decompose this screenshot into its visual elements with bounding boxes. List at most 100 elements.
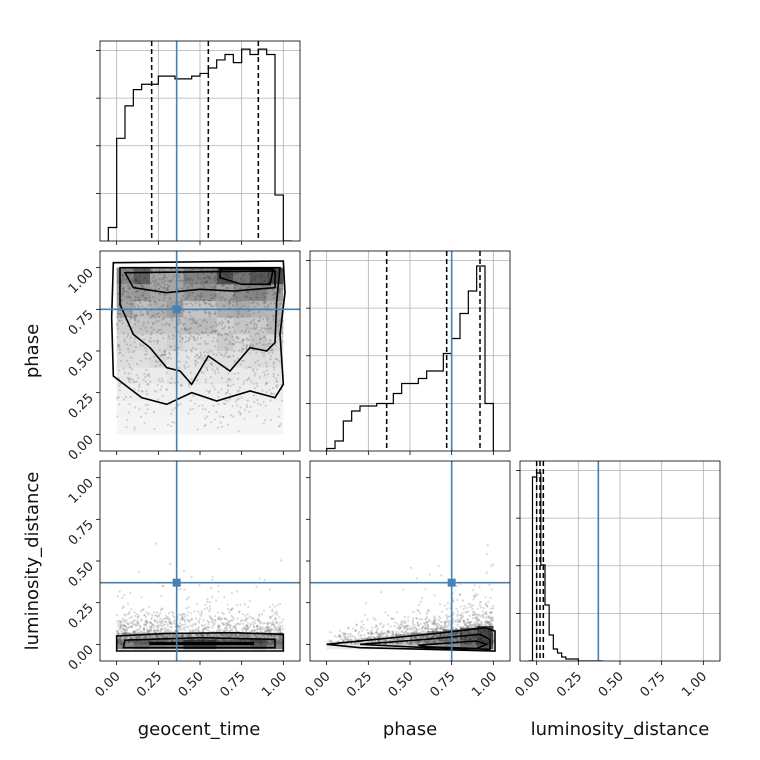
sample-point — [432, 640, 435, 643]
sample-point — [235, 603, 238, 607]
sample-point — [155, 635, 159, 638]
sample-point — [427, 640, 430, 643]
sample-point — [125, 395, 128, 399]
sample-point — [475, 624, 479, 627]
sample-point — [227, 321, 230, 324]
sample-point — [419, 622, 422, 626]
sample-point — [339, 635, 342, 638]
sample-point — [269, 630, 272, 633]
sample-point — [120, 623, 123, 627]
sample-point — [273, 296, 276, 300]
sample-point — [157, 328, 161, 332]
sample-point — [267, 629, 270, 633]
sample-point — [153, 389, 156, 392]
sample-point — [149, 622, 152, 625]
density-cell — [250, 367, 267, 385]
sample-point — [166, 617, 169, 620]
sample-point — [149, 336, 152, 340]
sample-point — [120, 294, 124, 297]
density-cell — [133, 367, 150, 385]
sample-point — [249, 624, 252, 627]
sample-point — [433, 618, 436, 621]
sample-point — [456, 610, 459, 613]
sample-point — [432, 619, 436, 623]
sample-point — [117, 637, 120, 640]
sample-point — [487, 600, 490, 603]
sample-point — [457, 613, 460, 616]
sample-point — [444, 620, 448, 623]
sample-point — [402, 638, 405, 641]
sample-point — [137, 296, 140, 299]
sample-point — [161, 380, 165, 383]
sample-point — [145, 624, 148, 627]
sample-point — [277, 415, 280, 418]
sample-point — [213, 622, 216, 626]
sample-point — [345, 637, 348, 641]
sample-point — [160, 385, 163, 388]
sample-point — [133, 300, 136, 303]
sample-point — [153, 611, 156, 614]
sample-point — [214, 330, 217, 333]
sample-point — [131, 631, 135, 634]
sample-point — [391, 630, 394, 633]
sample-point — [184, 276, 187, 280]
sample-point — [119, 351, 122, 354]
sample-point — [254, 333, 257, 336]
sample-point — [230, 342, 234, 345]
sample-point — [245, 628, 248, 631]
sample-point — [120, 316, 123, 319]
sample-point — [201, 357, 204, 360]
sample-point — [433, 622, 436, 625]
sample-point — [248, 352, 251, 355]
sample-point — [144, 380, 147, 383]
sample-point — [137, 631, 140, 634]
sample-point — [140, 390, 144, 393]
sample-point — [475, 616, 478, 619]
sample-point — [231, 628, 234, 632]
sample-point — [229, 393, 232, 396]
sample-point — [271, 608, 274, 611]
sample-point — [205, 302, 208, 305]
sample-point — [122, 627, 125, 631]
sample-point — [277, 305, 280, 308]
sample-point — [279, 625, 282, 629]
sample-point — [171, 635, 174, 639]
sample-point — [278, 616, 281, 619]
sample-point — [212, 404, 215, 407]
sample-point — [399, 642, 402, 645]
sample-point — [424, 640, 427, 643]
sample-point — [432, 621, 435, 624]
sample-point — [413, 636, 416, 640]
sample-point — [221, 327, 224, 330]
sample-point — [124, 636, 127, 639]
sample-point — [144, 635, 147, 638]
sample-point — [199, 342, 202, 346]
sample-point — [172, 337, 175, 341]
sample-point — [204, 626, 208, 629]
sample-point — [255, 382, 258, 385]
sample-point — [118, 348, 122, 351]
sample-point — [446, 639, 449, 643]
sample-point — [206, 629, 210, 632]
sample-point — [165, 322, 169, 325]
sample-point — [270, 348, 274, 351]
sample-point — [468, 624, 471, 627]
sample-point — [169, 297, 172, 301]
sample-point — [427, 639, 431, 643]
sample-point — [137, 614, 140, 617]
sample-point — [413, 630, 417, 633]
sample-point — [222, 304, 225, 307]
sample-point — [229, 624, 232, 627]
sample-point — [154, 360, 157, 363]
sample-point — [374, 640, 377, 643]
sample-point — [228, 620, 231, 623]
sample-point — [144, 412, 147, 415]
sample-point — [217, 395, 220, 398]
sample-point — [441, 639, 444, 643]
sample-point — [149, 340, 152, 343]
sample-point — [160, 377, 164, 380]
sample-point — [147, 300, 151, 303]
sample-point — [353, 642, 356, 646]
sample-point — [442, 628, 445, 631]
sample-point — [155, 282, 158, 285]
